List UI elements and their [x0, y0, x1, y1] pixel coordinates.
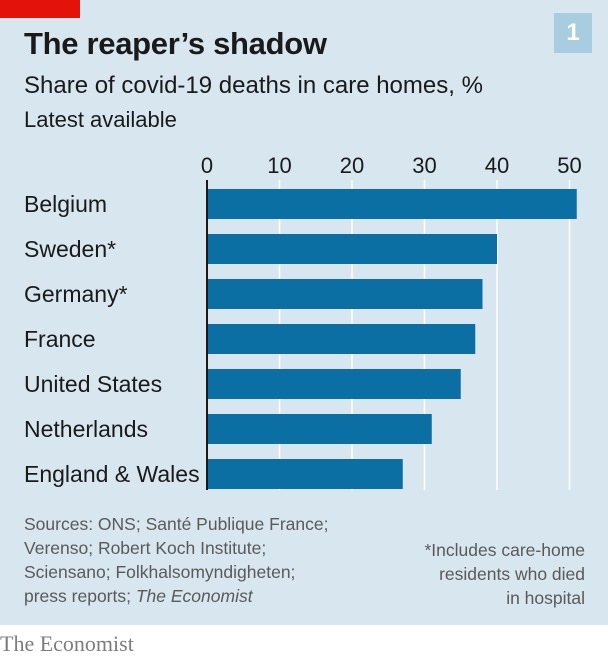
- bar: [207, 234, 497, 264]
- brand-wordmark: The Economist: [0, 631, 134, 656]
- x-tick-label: 30: [412, 153, 436, 178]
- chart-panel: [0, 0, 608, 625]
- footnote: *Includes care-home residents who died i…: [425, 538, 586, 610]
- x-tick-label: 10: [267, 153, 291, 178]
- x-tick-label: 0: [201, 153, 213, 178]
- footnote-line: residents who died: [439, 564, 585, 584]
- category-label: United States: [24, 371, 162, 397]
- bar-chart: 0 10 20 30 40 50 Belgium Sweden* Germany* France…: [24, 153, 582, 490]
- x-tick-label: 20: [340, 153, 364, 178]
- category-labels: Belgium Sweden* Germany* France United State…: [24, 191, 200, 487]
- sources-publication: The Economist: [135, 586, 253, 606]
- footnote-line: in hospital: [506, 588, 585, 608]
- category-label: Germany*: [24, 281, 128, 307]
- chart-note: Latest available: [24, 107, 177, 132]
- chart-subtitle: Share of covid-19 deaths in care homes, …: [24, 72, 483, 99]
- sources-line: Sciensano; Folkhalsomyndigheten;: [24, 562, 296, 582]
- x-axis-ticks: 0 10 20 30 40 50: [201, 153, 582, 178]
- bars: [207, 189, 577, 489]
- bar: [207, 459, 403, 489]
- sources-note: Sources: ONS; Santé Publique France; Ver…: [24, 512, 328, 608]
- sources-line: press reports; The Economist: [24, 584, 328, 608]
- category-label: Sweden*: [24, 236, 116, 262]
- brand-red-tag: [0, 0, 80, 18]
- category-label: Belgium: [24, 191, 107, 217]
- chart-number-badge: 1: [554, 13, 592, 53]
- bar: [207, 414, 432, 444]
- sources-line: Sources: ONS; Santé Publique France;: [24, 514, 329, 534]
- sources-line-text: press reports;: [24, 586, 136, 606]
- footnote-line: *Includes care-home: [424, 540, 586, 560]
- category-label: Netherlands: [24, 416, 148, 442]
- x-tick-label: 40: [485, 153, 509, 178]
- bar: [207, 324, 476, 354]
- bar: [207, 369, 461, 399]
- category-label: France: [24, 326, 96, 352]
- bar: [207, 279, 483, 309]
- chart-title: The reaper’s shadow: [24, 26, 327, 61]
- category-label: England & Wales: [24, 461, 200, 487]
- x-tick-label: 50: [557, 153, 581, 178]
- bar: [207, 189, 577, 219]
- sources-line: Verenso; Robert Koch Institute;: [24, 538, 267, 558]
